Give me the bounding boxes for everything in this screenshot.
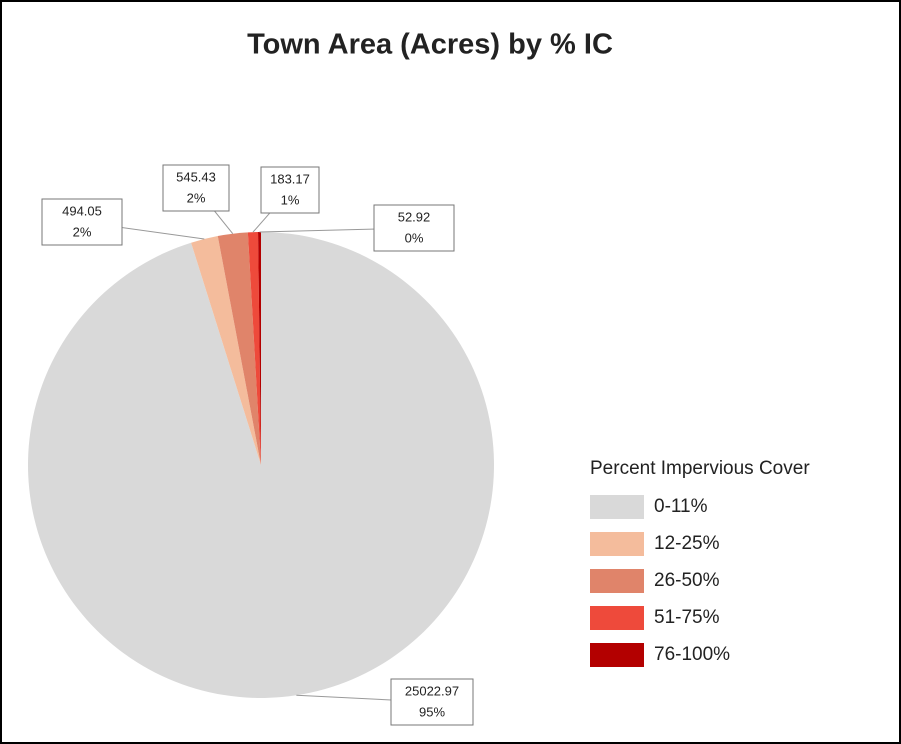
data-label: 183.17 [270,171,310,186]
percent-label: 0% [405,230,424,245]
legend-label: 26-50% [654,570,720,591]
chart-title: Town Area (Acres) by % IC [247,29,613,61]
legend-swatch [590,495,644,519]
label-box [41,198,123,246]
label-box [390,678,474,726]
label-box [162,164,230,212]
pie-slice [258,232,261,465]
percent-label: 2% [73,224,92,239]
percent-label: 1% [281,192,300,207]
legend-swatch [590,643,644,667]
legend-swatch [590,532,644,556]
label-box [260,166,320,214]
legend-swatch [590,606,644,630]
pie-slice [247,232,261,465]
pie-slice [191,236,261,465]
legend-label: 0-11% [654,496,708,517]
legend-label: 12-25% [654,533,720,554]
pie-slice [27,232,494,698]
legend-title: Percent Impervious Cover [590,458,810,479]
percent-label: 95% [419,704,445,719]
legend-swatch [590,569,644,593]
data-label: 494.05 [62,203,102,218]
data-label: 545.43 [176,169,216,184]
percent-label: 2% [187,190,206,205]
legend-label: 51-75% [654,607,720,628]
data-label: 52.92 [398,209,431,224]
legend-label: 76-100% [654,644,730,665]
data-label: 25022.97 [405,683,459,698]
pie-slice [217,232,261,465]
label-box [373,204,455,252]
